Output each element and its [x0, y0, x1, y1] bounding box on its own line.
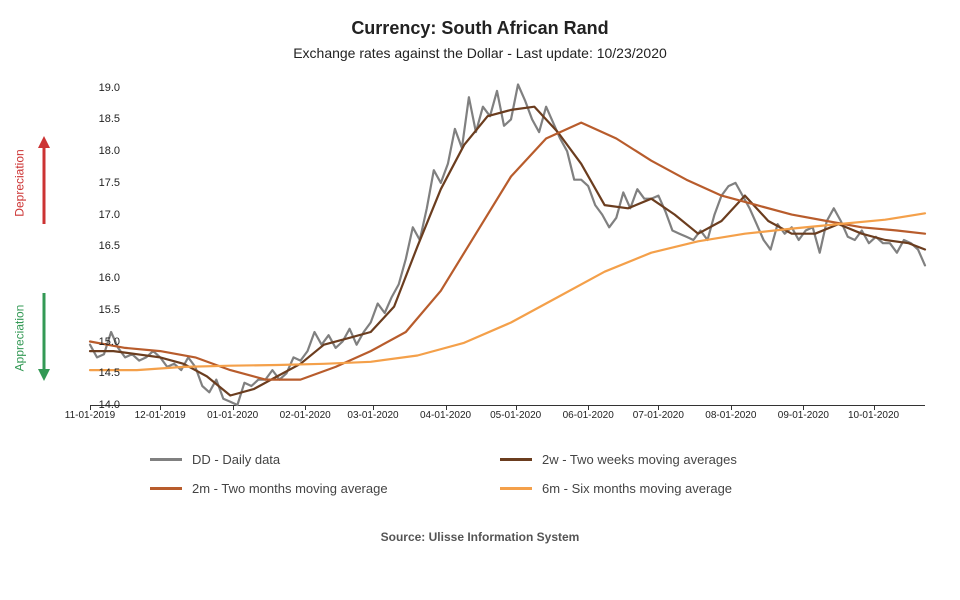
x-tick-label: 01-01-2020: [207, 410, 258, 421]
y-tick-label: 14.5: [80, 367, 120, 379]
legend-item-dd: DD - Daily data: [150, 452, 500, 467]
legend-label: 2m - Two months moving average: [192, 481, 388, 496]
y-tick-label: 17.5: [80, 177, 120, 189]
series-2m: [90, 123, 925, 380]
chart-container: Currency: South African Rand Exchange ra…: [0, 0, 960, 600]
series-2w: [90, 107, 925, 396]
y-tick-label: 16.5: [80, 240, 120, 252]
x-tick-label: 11-01-2019: [65, 410, 115, 421]
y-tick-label: 16.0: [80, 272, 120, 284]
y-tick-label: 15.0: [80, 336, 120, 348]
x-tick-label: 10-01-2020: [848, 410, 899, 421]
x-tick-label: 07-01-2020: [633, 410, 684, 421]
legend-item-2m: 2m - Two months moving average: [150, 481, 500, 496]
chart-subtitle: Exchange rates against the Dollar - Last…: [0, 39, 960, 61]
legend-swatch: [150, 458, 182, 461]
x-tick-label: 08-01-2020: [705, 410, 756, 421]
x-tick-label: 09-01-2020: [778, 410, 829, 421]
chart-title: Currency: South African Rand: [0, 0, 960, 39]
y-tick-label: 18.0: [80, 145, 120, 157]
y-tick-label: 15.5: [80, 304, 120, 316]
x-tick-label: 03-01-2020: [347, 410, 398, 421]
legend-swatch: [500, 458, 532, 461]
legend: DD - Daily data 2w - Two weeks moving ave…: [150, 452, 850, 510]
legend-row: DD - Daily data 2w - Two weeks moving ave…: [150, 452, 850, 467]
chart-lines: [90, 75, 925, 405]
x-tick-label: 04-01-2020: [420, 410, 471, 421]
down-arrow-icon: [36, 291, 52, 381]
legend-swatch: [150, 487, 182, 490]
source-label: Source: Ulisse Information System: [0, 530, 960, 544]
y-tick-label: 19.0: [80, 82, 120, 94]
appreciation-label: Appreciation: [12, 305, 26, 372]
legend-label: 2w - Two weeks moving averages: [542, 452, 737, 467]
y-tick-label: 18.5: [80, 113, 120, 125]
x-tick-label: 12-01-2019: [135, 410, 186, 421]
legend-swatch: [500, 487, 532, 490]
legend-row: 2m - Two months moving average 6m - Six m…: [150, 481, 850, 496]
legend-item-6m: 6m - Six months moving average: [500, 481, 850, 496]
legend-label: 6m - Six months moving average: [542, 481, 732, 496]
depreciation-label: Depreciation: [13, 149, 27, 216]
legend-item-2w: 2w - Two weeks moving averages: [500, 452, 850, 467]
series-dd: [90, 85, 925, 406]
legend-label: DD - Daily data: [192, 452, 280, 467]
y-tick-label: 17.0: [80, 209, 120, 221]
x-tick-label: 02-01-2020: [280, 410, 331, 421]
x-tick-label: 05-01-2020: [490, 410, 541, 421]
up-arrow-icon: [36, 136, 52, 226]
x-tick-label: 06-01-2020: [563, 410, 614, 421]
